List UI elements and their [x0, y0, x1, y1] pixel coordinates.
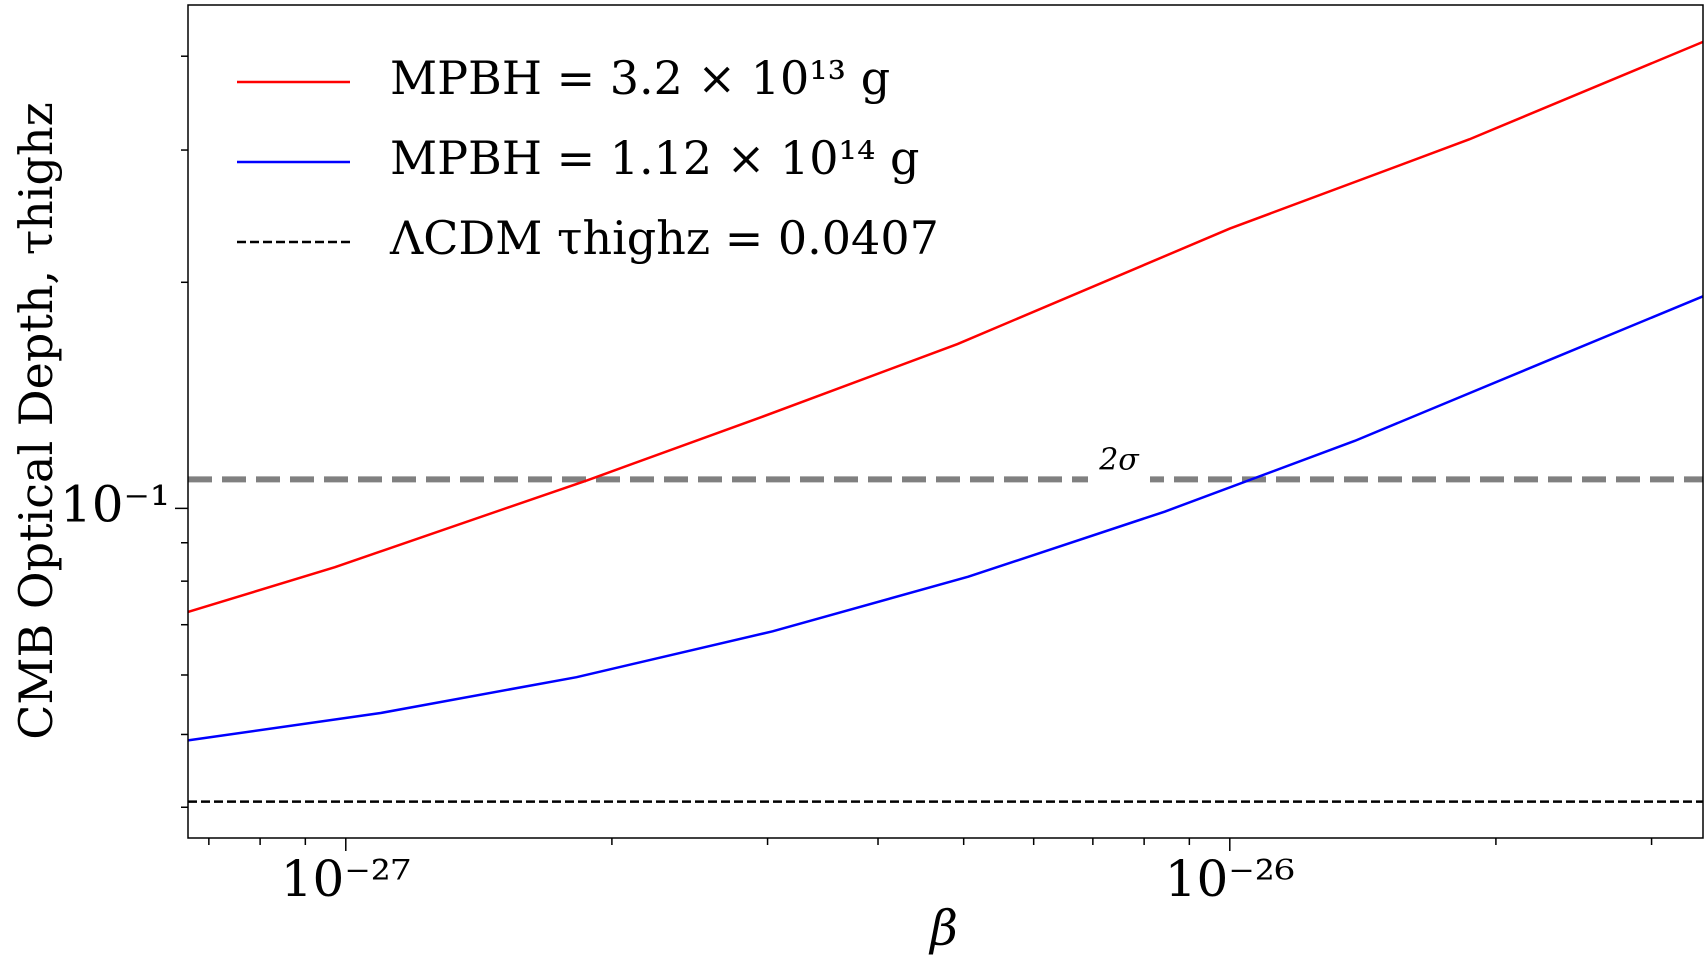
plot-frame [187, 4, 1704, 839]
reference-label-bg [1088, 439, 1150, 484]
x-tick-label: 10⁻²⁷ [281, 850, 411, 908]
legend-label: MPBH = 1.12 × 10¹⁴ g [390, 131, 919, 185]
legend-label: MPBH = 3.2 × 10¹³ g [390, 51, 890, 105]
y-tick-label: 10⁻¹ [60, 475, 170, 533]
x-axis-label: β [928, 901, 958, 957]
reference-label: 2σ [1098, 442, 1140, 477]
legend-label: ΛCDM τhighz = 0.0407 [389, 211, 939, 265]
series-line [187, 40, 1704, 614]
x-tick-label: 10⁻²⁶ [1165, 850, 1295, 908]
series-line [187, 295, 1704, 742]
y-axis-label: CMB Optical Depth, τhighz [9, 102, 63, 740]
